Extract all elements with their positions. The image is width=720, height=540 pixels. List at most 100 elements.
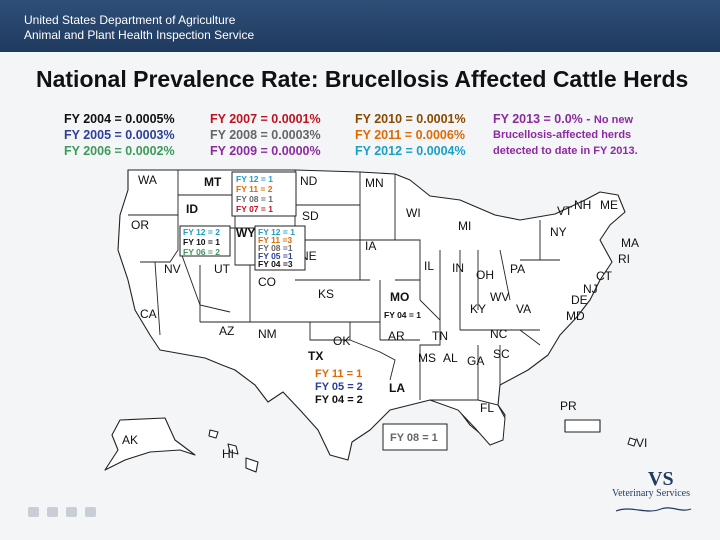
state-label-ok: OK bbox=[333, 334, 350, 348]
slide-title: National Prevalence Rate: Brucellosis Af… bbox=[36, 66, 689, 92]
nav-next-icon[interactable] bbox=[85, 507, 96, 517]
legend-fy2013: FY 2013 = 0.0% - No new bbox=[493, 111, 633, 128]
wy-annotation-box bbox=[254, 225, 306, 271]
legend-fy2006: FY 2006 = 0.0002% bbox=[64, 144, 175, 158]
state-label-tx: TX bbox=[308, 349, 323, 363]
state-label-ct: CT bbox=[596, 269, 613, 283]
state-label-la: LA bbox=[389, 381, 405, 395]
mt-annotation-box bbox=[231, 171, 297, 217]
state-label-nh: NH bbox=[574, 198, 591, 212]
state-label-de: DE bbox=[571, 293, 588, 307]
veterinary-services-logo: VS bbox=[615, 468, 692, 512]
pr-outline bbox=[564, 419, 601, 433]
state-label-nc: NC bbox=[490, 327, 508, 341]
state-label-pr: PR bbox=[560, 399, 577, 413]
id-annotation-box bbox=[179, 225, 231, 257]
state-label-ny: NY bbox=[550, 225, 567, 239]
signature-icon bbox=[615, 507, 692, 512]
legend-note-line-2: Brucellosis-affected herds bbox=[493, 129, 632, 141]
state-label-sd: SD bbox=[302, 209, 319, 223]
border-west bbox=[128, 170, 231, 336]
state-label-nv: NV bbox=[164, 262, 181, 276]
state-label-or: OR bbox=[131, 218, 149, 232]
state-label-id: ID bbox=[186, 202, 198, 216]
state-label-ma: MA bbox=[621, 236, 639, 250]
state-label-mt: MT bbox=[204, 175, 222, 189]
legend-note: Brucellosis-affected herds detected to d… bbox=[493, 127, 638, 159]
legend-col-3: FY 2010 = 0.0001% FY 2011 = 0.0006% FY 2… bbox=[355, 111, 466, 159]
state-label-il: IL bbox=[424, 259, 434, 273]
state-label-oh: OH bbox=[476, 268, 494, 282]
la-annotation-box bbox=[382, 423, 448, 451]
state-label-ky: KY bbox=[470, 302, 486, 316]
la-fy08: FY 08 = 1 bbox=[390, 432, 438, 444]
state-label-ks: KS bbox=[318, 287, 334, 301]
mo-fy04: FY 04 = 1 bbox=[384, 310, 421, 320]
border-east bbox=[439, 220, 560, 400]
mt-annotations: FY 12 = 1 FY 11 = 2 FY 08 = 1 FY 07 = 1 bbox=[236, 174, 273, 214]
agency-name: United States Department of Agriculture … bbox=[24, 13, 254, 43]
tx-annotations: FY 11 = 1 FY 05 = 2 FY 04 = 2 bbox=[315, 368, 363, 406]
state-label-al: AL bbox=[443, 351, 458, 365]
slide-nav[interactable] bbox=[28, 507, 96, 517]
wy-fy04: FY 04 =3 bbox=[258, 259, 293, 269]
legend-fy2009: FY 2009 = 0.0000% bbox=[210, 144, 321, 158]
mt-fy12: FY 12 = 1 bbox=[236, 174, 273, 184]
state-label-md: MD bbox=[566, 309, 585, 323]
state-outlines bbox=[104, 169, 637, 473]
state-label-ri: RI bbox=[618, 252, 630, 266]
state-label-wi: WI bbox=[406, 206, 421, 220]
nav-menu-icon[interactable] bbox=[66, 507, 77, 517]
state-label-wa: WA bbox=[138, 173, 157, 187]
annotation-boxes bbox=[179, 171, 448, 451]
nav-prev-icon[interactable] bbox=[28, 507, 39, 517]
nav-pen-icon[interactable] bbox=[47, 507, 58, 517]
state-label-vi: VI bbox=[636, 436, 647, 450]
wy-annotations: FY 12 = 1 FY 11 =3 FY 08 =1 FY 05 =1 FY … bbox=[258, 227, 295, 269]
mt-fy11: FY 11 = 2 bbox=[236, 184, 273, 194]
state-label-ar: AR bbox=[388, 329, 405, 343]
legend-fy2008: FY 2008 = 0.0003% bbox=[210, 128, 321, 142]
state-label-wv: WV bbox=[490, 290, 509, 304]
legend-fy2007: FY 2007 = 0.0001% bbox=[210, 112, 321, 126]
state-label-ca: CA bbox=[140, 307, 157, 321]
state-label-hi: HI bbox=[222, 447, 234, 461]
wy-fy11: FY 11 =3 bbox=[258, 235, 292, 245]
state-label-mo: MO bbox=[390, 290, 409, 304]
agency-line-2: Animal and Plant Health Inspection Servi… bbox=[24, 28, 255, 42]
border-texas bbox=[309, 322, 396, 381]
fl-outline bbox=[429, 399, 506, 446]
state-label-in: IN bbox=[452, 261, 464, 275]
legend-fy2004: FY 2004 = 0.0005% bbox=[64, 112, 175, 126]
legend-col-1: FY 2004 = 0.0005% FY 2005 = 0.0003% FY 2… bbox=[64, 111, 175, 159]
border-midwest bbox=[360, 174, 441, 400]
legend-note-line-3: detected to date in FY 2013. bbox=[493, 145, 638, 157]
id-fy06: FY 06 = 2 bbox=[183, 247, 220, 257]
hi-outline bbox=[208, 429, 259, 473]
legend-col-2: FY 2007 = 0.0001% FY 2008 = 0.0003% FY 2… bbox=[210, 111, 321, 159]
usda-banner: United States Department of Agriculture … bbox=[0, 0, 720, 52]
legend-fy2012: FY 2012 = 0.0004% bbox=[355, 144, 466, 158]
state-label-mi: MI bbox=[458, 219, 471, 233]
state-label-wy: WY bbox=[236, 226, 255, 240]
state-label-ga: GA bbox=[467, 354, 484, 368]
border-ut-co bbox=[199, 265, 310, 323]
vs-logo-text: Veterinary Services bbox=[611, 488, 691, 499]
tx-fy11: FY 11 = 1 bbox=[315, 368, 362, 380]
state-label-mn: MN bbox=[365, 176, 384, 190]
state-label-fl: FL bbox=[480, 401, 494, 415]
tx-fy05: FY 05 = 2 bbox=[315, 381, 363, 393]
wy-fy08: FY 08 =1 bbox=[258, 243, 293, 253]
mt-fy07: FY 07 = 1 bbox=[236, 204, 273, 214]
wy-fy12: FY 12 = 1 bbox=[258, 227, 295, 237]
state-label-az: AZ bbox=[219, 324, 234, 338]
state-label-nj: NJ bbox=[583, 282, 598, 296]
tx-fy04: FY 04 = 2 bbox=[315, 394, 363, 406]
state-label-ia: IA bbox=[365, 239, 376, 253]
state-label-vt: VT bbox=[557, 204, 573, 218]
state-label-me: ME bbox=[600, 198, 618, 212]
border-plains bbox=[295, 172, 381, 340]
state-label-ms: MS bbox=[418, 351, 436, 365]
